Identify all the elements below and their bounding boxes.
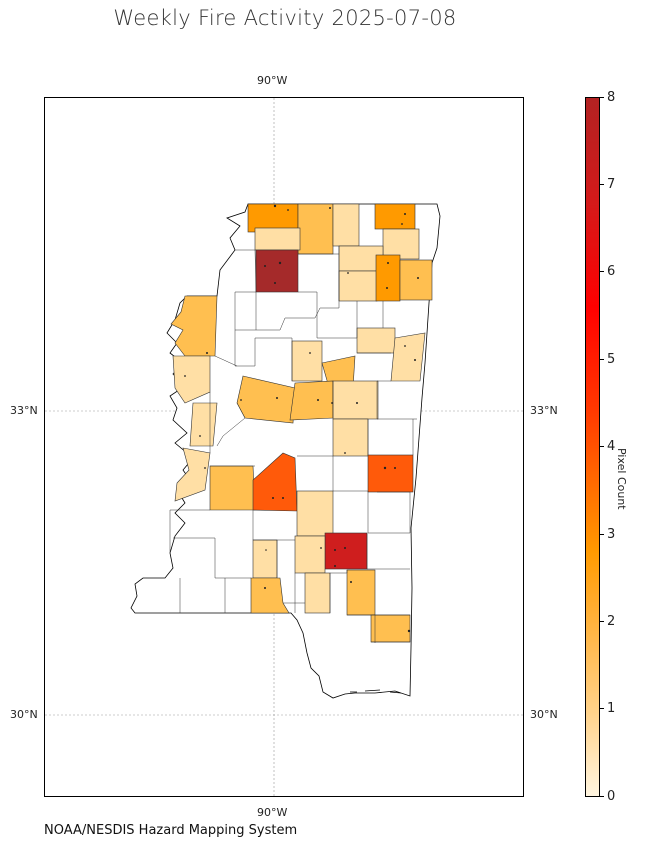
county-fill [254,227,301,251]
colorbar-tick-label: 2 [607,614,616,629]
county-fill [255,249,299,293]
county-fill [296,490,334,537]
lon-label-top: 90°W [257,74,288,87]
county-fill [332,380,379,420]
colorbar-tick-label: 7 [607,177,616,192]
county-fill [390,332,426,382]
county-fill [189,402,218,447]
county-fill [252,539,278,579]
county-fill [209,465,256,511]
county-boundaries [169,246,417,643]
county-fill [374,203,416,230]
county-fill [338,270,378,302]
county-fill [294,535,326,574]
colorbar-tick-label: 4 [607,439,616,454]
county-fill [289,380,334,421]
fire-points [184,204,419,633]
county-fill [370,614,411,643]
county-fill [247,203,299,233]
county-fill [304,572,331,614]
county-fill [324,532,368,570]
county-fill [346,569,376,616]
county-fill [252,452,298,512]
source-credit: NOAA/NESDIS Hazard Mapping System [44,823,298,838]
lat-label-30-right: 30°N [530,708,558,721]
county-fill [172,355,211,404]
lat-label-33-left: 33°N [10,404,38,417]
barrier-islands [350,689,402,694]
county-fill [291,340,323,382]
colorbar-tick-label: 1 [607,701,616,716]
county-fill [170,295,218,357]
colorbar-tick-label: 5 [607,352,616,367]
state-map [45,98,523,796]
county-fill [250,577,290,614]
map-title: Weekly Fire Activity 2025-07-08 [113,6,457,30]
county-fill [375,254,401,302]
lon-label-bottom: 90°W [257,806,288,819]
colorbar-tick-label: 3 [607,527,616,542]
lat-label-30-left: 30°N [10,708,38,721]
lat-label-33-right: 33°N [530,404,558,417]
county-fill [236,375,296,424]
county-fill [332,418,369,457]
county-fill [332,203,360,247]
colorbar [585,97,600,797]
county-fill [297,203,334,255]
county-fill [382,228,420,260]
county-fill [399,259,433,301]
county-fill [367,454,414,493]
map-panel [44,97,524,797]
colorbar-tick-label: 8 [607,90,616,105]
county-fill [356,327,396,354]
colorbar-tick-label: 0 [607,789,616,804]
colorbar-label: Pixel Count [615,448,628,510]
colorbar-tick-label: 6 [607,264,616,279]
